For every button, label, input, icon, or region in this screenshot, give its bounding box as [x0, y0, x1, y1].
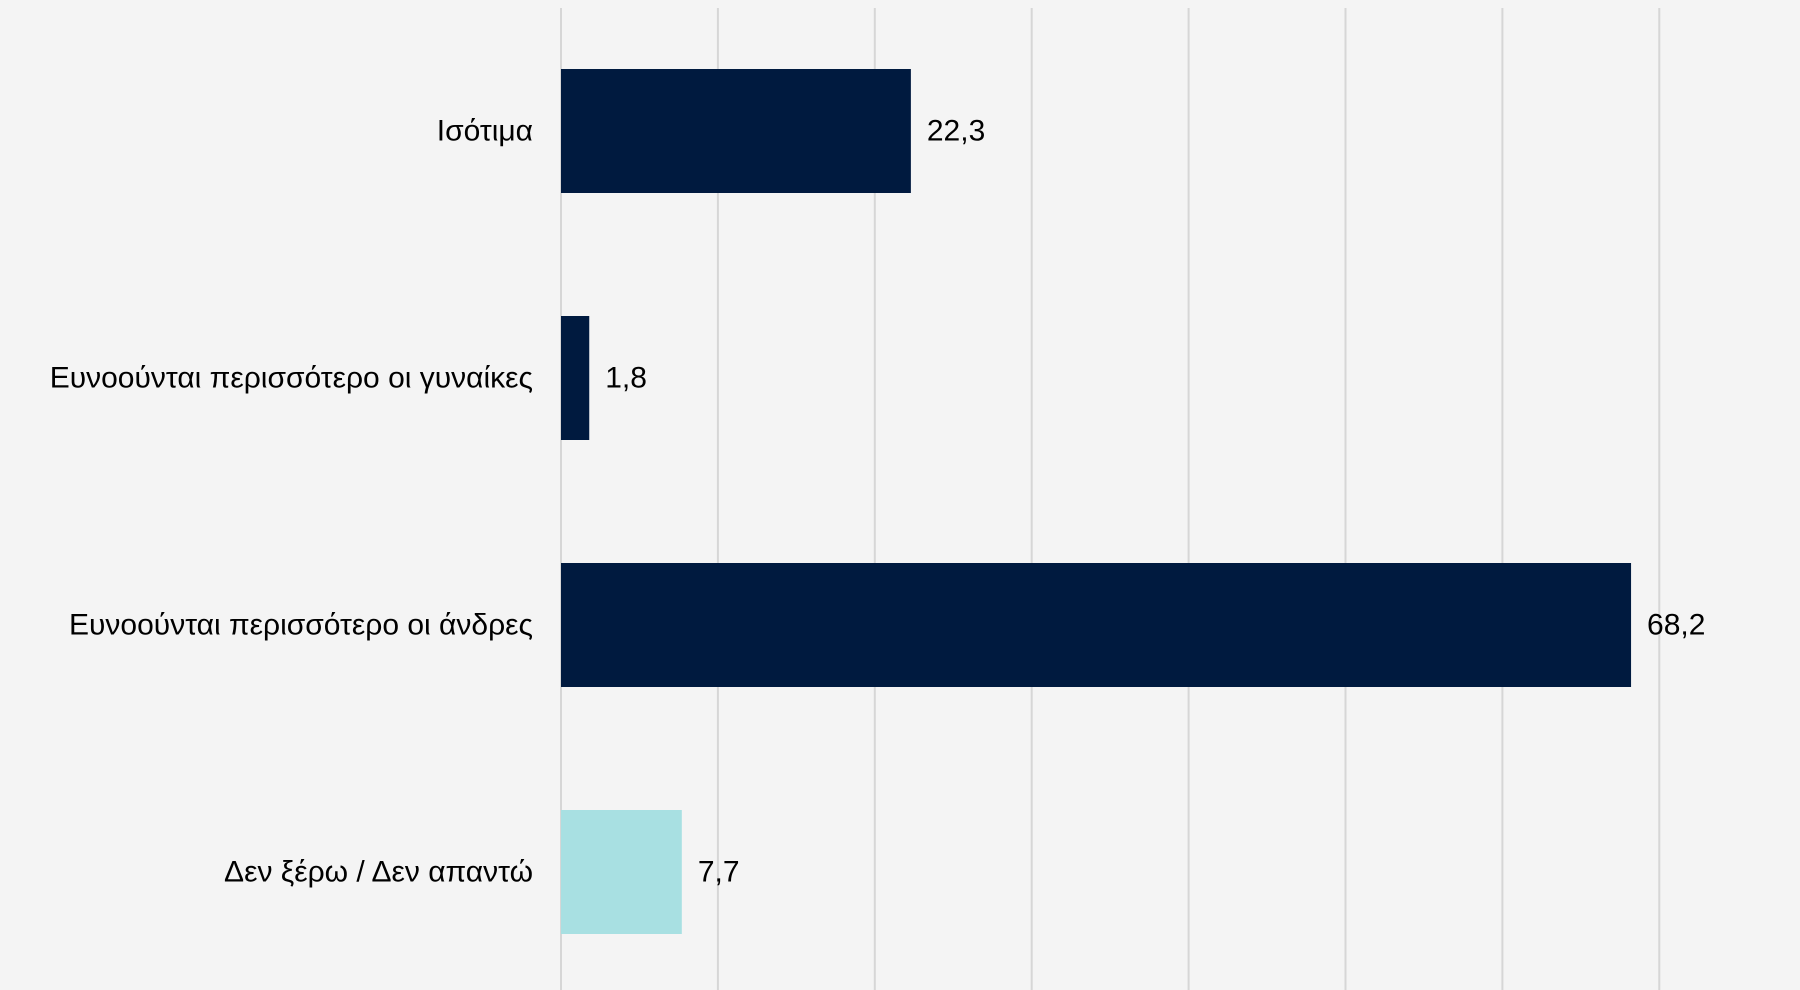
bars: [561, 69, 1632, 934]
bar-2: [561, 316, 590, 440]
value-label-1: 22,3: [927, 115, 985, 148]
value-label-2: 1,8: [605, 362, 647, 395]
value-label-4: 7,7: [698, 856, 740, 889]
category-labels: Ισότιμα Ευνοούνται περισσότερο οι γυναίκε…: [50, 115, 533, 889]
value-labels: 22,3 1,8 68,2 7,7: [605, 115, 1705, 889]
category-label-1: Ισότιμα: [437, 115, 533, 148]
bar-4: [561, 810, 682, 934]
bar-3: [561, 563, 1632, 687]
category-label-2: Ευνοούνται περισσότερο οι γυναίκες: [50, 362, 533, 395]
category-label-3: Ευνοούνται περισσότερο οι άνδρες: [69, 609, 533, 642]
bar-1: [561, 69, 911, 193]
value-label-3: 68,2: [1647, 609, 1705, 642]
category-label-4: Δεν ξέρω / Δεν απαντώ: [224, 856, 533, 889]
